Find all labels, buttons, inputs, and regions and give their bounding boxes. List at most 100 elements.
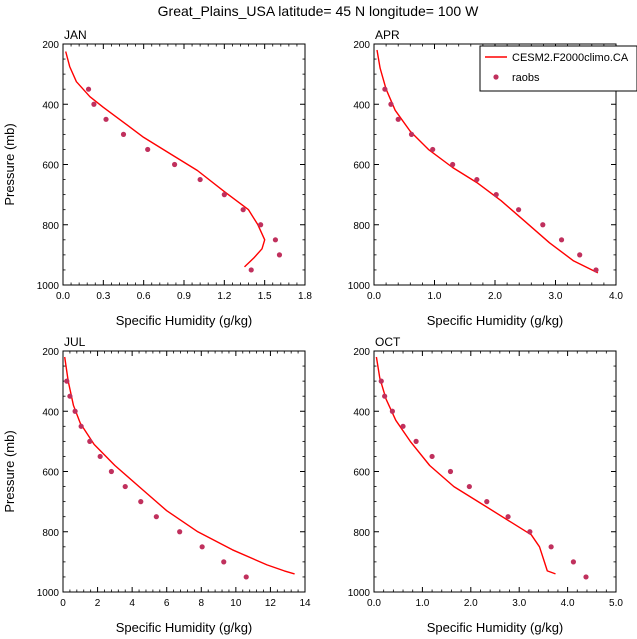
legend-box (479, 45, 637, 92)
panel-label: JUL (64, 335, 86, 349)
figure-title: Great_Plains_USA latitude= 45 N longitud… (158, 3, 479, 19)
model-profile-line (65, 51, 266, 268)
raobs-point (577, 252, 583, 258)
y-tick-label: 200 (42, 347, 59, 358)
raobs-point (276, 252, 283, 258)
raobs-point (430, 146, 436, 153)
raobs-point (171, 161, 178, 168)
raobs-point (389, 408, 395, 414)
y-tick-label: 600 (42, 468, 59, 479)
x-tick-label: 1.8 (298, 291, 312, 302)
y-tick-label: 1000 (348, 281, 371, 292)
y-tick-label: 400 (353, 100, 370, 111)
panel-jul: JUL 0 2 4 6 8 10 12 14 200 400 600 800 1000 Specific H… (2, 335, 311, 635)
x-axis-label: Specific Humidity (g/kg) (427, 313, 564, 328)
raobs-point (527, 529, 533, 535)
raobs-point (493, 192, 499, 198)
y-tick-label: 800 (353, 221, 370, 232)
raobs-point (593, 267, 599, 273)
y-tick-label: 400 (42, 407, 59, 418)
raobs-point (199, 544, 205, 550)
x-tick-label: 14 (299, 598, 311, 609)
model-profile-line (375, 356, 556, 575)
x-tick-label: 8 (199, 598, 205, 609)
raobs-point (120, 131, 127, 137)
x-tick-label: 2 (95, 598, 101, 609)
y-tick-label: 600 (42, 161, 59, 172)
y-tick-label: 600 (353, 468, 370, 479)
raobs-point (505, 514, 511, 520)
x-tick-label: 2.0 (488, 291, 502, 302)
y-tick-label: 800 (353, 528, 370, 539)
raobs-point (484, 499, 490, 505)
y-tick-label: 200 (353, 40, 370, 51)
y-tick-label: 1000 (37, 281, 60, 292)
panel-oct: OCT 0.0 1.0 2.0 3.0 4.0 5.0 200 400 600 800 1000 Spe… (348, 335, 624, 635)
raobs-point (72, 408, 78, 414)
y-tick-label: 600 (353, 161, 370, 172)
x-axis-label: Specific Humidity (g/kg) (116, 620, 253, 635)
x-tick-label: 0.9 (177, 291, 191, 302)
plot-frame (62, 43, 306, 286)
x-axis-label: Specific Humidity (g/kg) (427, 620, 564, 635)
raobs-point (558, 237, 565, 243)
raobs-point (91, 101, 97, 107)
raobs-point (583, 574, 589, 580)
y-tick-label: 1000 (348, 588, 371, 599)
raobs-point (78, 423, 84, 429)
raobs-point (197, 176, 203, 183)
panel-label: OCT (375, 335, 401, 349)
model-profile-line (64, 356, 295, 575)
x-tick-label: 0 (60, 598, 66, 609)
raobs-point (474, 176, 480, 183)
raobs-point (388, 101, 394, 107)
raobs-point (429, 453, 435, 460)
raobs-point (515, 207, 522, 213)
x-tick-label: 4.0 (561, 598, 575, 609)
x-axis-label: Specific Humidity (g/kg) (116, 313, 253, 328)
raobs-point (408, 131, 415, 137)
x-tick-label: 0.0 (56, 291, 70, 302)
plot-frame (62, 350, 306, 593)
raobs-point (466, 483, 472, 490)
y-tick-label: 200 (353, 347, 370, 358)
raobs-point (103, 116, 109, 122)
panel-jan: JAN 0.0 0.3 0.6 0.9 1.2 1.5 1.8 200 400 600 800 1000… (2, 28, 312, 328)
raobs-point (570, 559, 577, 565)
y-tick-label: 800 (42, 528, 59, 539)
x-tick-label: 2.0 (464, 598, 478, 609)
raobs-point (177, 529, 183, 535)
legend: CESM2.F2000climo.CA raobs (479, 45, 637, 92)
y-axis-label: Pressure (mb) (2, 430, 17, 512)
raobs-point (400, 423, 406, 429)
raobs-point (221, 192, 227, 198)
raobs-point (450, 161, 456, 168)
x-tick-label: 6 (164, 598, 170, 609)
raobs-point (382, 86, 388, 92)
raobs-point (153, 514, 159, 520)
raobs-point (395, 116, 401, 122)
raobs-point (258, 222, 264, 228)
legend-label: CESM2.F2000climo.CA (512, 52, 629, 64)
raobs-point (540, 222, 546, 228)
panel-label: APR (375, 28, 400, 42)
x-tick-label: 0.0 (367, 291, 381, 302)
y-tick-label: 200 (42, 40, 59, 51)
x-tick-label: 4 (129, 598, 135, 609)
x-tick-label: 0.0 (367, 598, 381, 609)
raobs-point (87, 438, 93, 444)
y-tick-label: 400 (42, 100, 59, 111)
y-tick-label: 400 (353, 407, 370, 418)
x-tick-label: 3.0 (549, 291, 563, 302)
raobs-point (64, 378, 70, 384)
x-tick-label: 0.3 (96, 291, 110, 302)
x-tick-label: 10 (230, 598, 242, 609)
panel-apr: APR 0.0 1.0 2.0 3.0 4.0 200 400 600 800 1000 Specif… (348, 28, 637, 328)
raobs-point (447, 468, 454, 475)
plot-frame (373, 350, 617, 593)
x-tick-label: 1.0 (428, 291, 442, 302)
raobs-point (243, 574, 249, 580)
raobs-point (221, 559, 227, 565)
x-tick-label: 1.0 (415, 598, 429, 609)
